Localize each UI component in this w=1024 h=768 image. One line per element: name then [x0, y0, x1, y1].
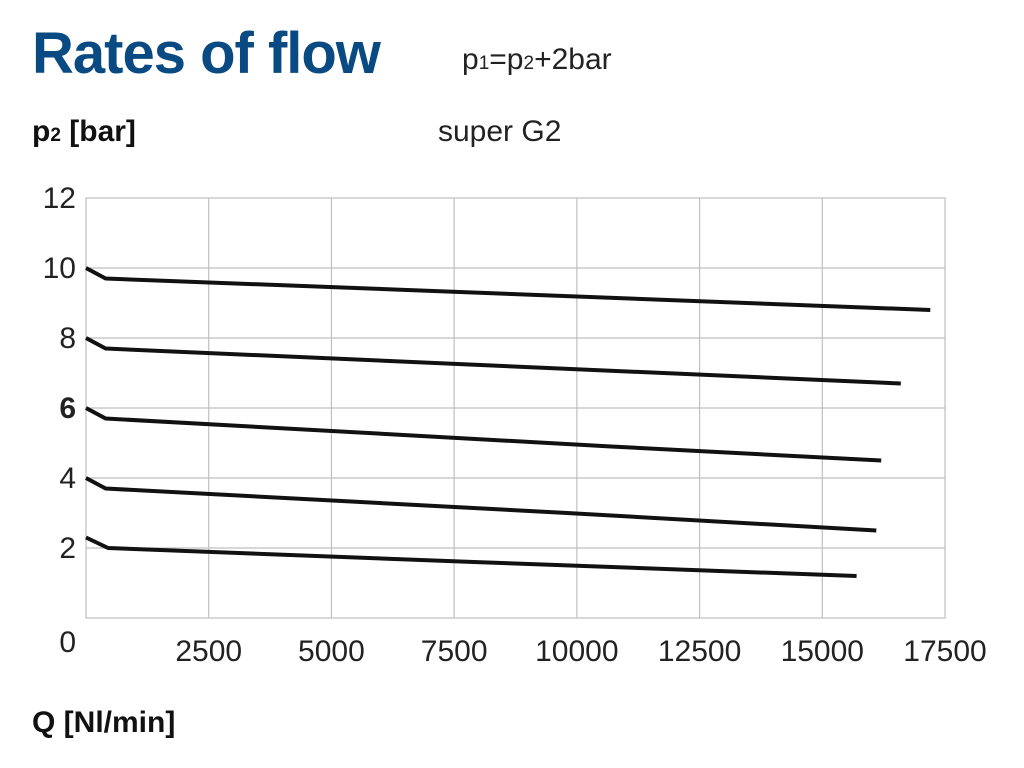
- x-tick-label: 5000: [298, 635, 365, 668]
- x-tick-label: 15000: [781, 635, 864, 668]
- x-tick-label: 7500: [421, 635, 488, 668]
- x-axis-label: Q [Nl/min]: [32, 706, 176, 739]
- formula-plus: +2: [534, 43, 569, 76]
- grid: [85, 197, 946, 619]
- y-tick-label: 8: [59, 322, 76, 355]
- formula-p1-subscript: 1: [478, 53, 490, 74]
- chart-subtitle: super G2: [438, 115, 562, 148]
- flow-curve-3: [85, 406, 882, 463]
- formula-unit: bar: [568, 43, 612, 76]
- y-axis-subscript: 2: [50, 125, 61, 146]
- pressure-formula: p1=p2+2bar: [462, 40, 612, 84]
- y-tick-label: 6: [59, 392, 76, 425]
- formula-p1: p: [462, 43, 479, 76]
- y-axis-symbol: p: [32, 115, 51, 148]
- y-tick-label: 10: [43, 252, 76, 285]
- flow-curve-4: [85, 476, 877, 533]
- x-tick-label: 17500: [903, 635, 986, 668]
- tick-labels: 0 2 4 6 8 10 12 2500 5000 7500 10000 12500 15000 1750…: [43, 182, 987, 668]
- flow-curve-2: [85, 336, 901, 386]
- y-axis-label: p2 [bar]: [32, 112, 136, 156]
- y-tick-label: 12: [43, 182, 76, 215]
- y-tick-label: 4: [59, 462, 76, 495]
- x-tick-label: 2500: [175, 635, 242, 668]
- y-axis-unit: [bar]: [69, 115, 136, 148]
- x-tick-label: 12500: [658, 635, 741, 668]
- x-tick-label: 10000: [535, 635, 618, 668]
- formula-equals: =: [489, 43, 507, 76]
- y-tick-label: 2: [59, 532, 76, 565]
- chart-title: Rates of flow: [32, 21, 381, 86]
- flow-curve-1: [85, 266, 931, 312]
- formula-p2: p: [506, 43, 524, 76]
- y-tick-label: 0: [59, 626, 76, 659]
- series-lines: [85, 266, 931, 578]
- flow-curve-5: [85, 535, 857, 578]
- formula-p2-subscript: 2: [523, 53, 535, 74]
